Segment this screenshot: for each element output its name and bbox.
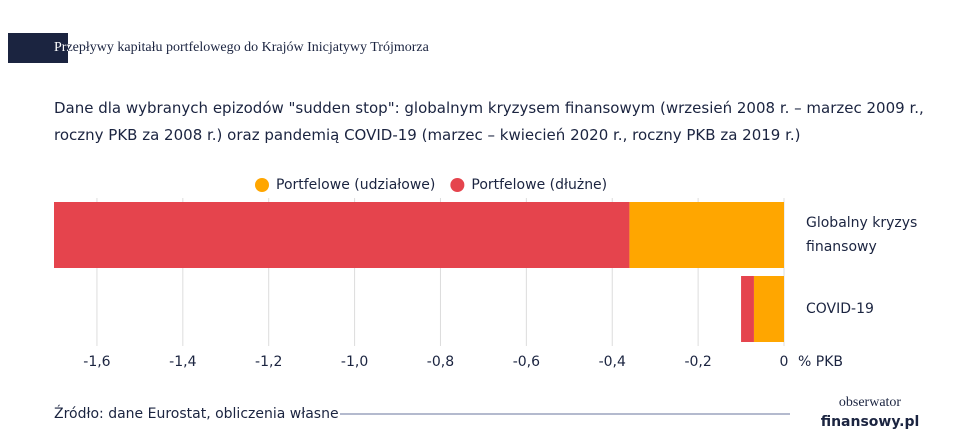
title-box: [8, 33, 68, 63]
legend-swatch: [255, 178, 269, 192]
x-tick-label: -0,4: [599, 354, 626, 370]
x-tick-label: -1,2: [255, 354, 282, 370]
bar-segment: [753, 276, 784, 342]
logo-bottom: finansowy.pl: [821, 414, 920, 430]
x-tick-label: 0: [780, 354, 789, 370]
x-tick-label: -1,0: [341, 354, 368, 370]
source: Źródło: dane Eurostat, obliczenia własne: [54, 404, 339, 422]
chart-title: Przepływy kapitału portfelowego do Krajó…: [54, 40, 430, 55]
x-tick-label: -0,2: [684, 354, 711, 370]
bar-segment: [741, 276, 754, 342]
x-tick-label: -0,8: [427, 354, 454, 370]
x-tick-label: -1,4: [169, 354, 196, 370]
x-tick-label: -1,6: [83, 354, 110, 370]
subtitle: Dane dla wybranych epizodów "sudden stop…: [54, 99, 924, 144]
legend-label: Portfelowe (dłużne): [471, 177, 607, 193]
x-axis-label: % PKB: [798, 354, 843, 370]
category-label: Globalny kryzys finansowy: [806, 215, 918, 255]
category-label: COVID-19: [806, 301, 874, 317]
legend-label: Portfelowe (udziałowe): [276, 177, 435, 193]
chart-title-overlay: Przepływy kapitału portfelowego do Krajó…: [54, 40, 430, 55]
x-tick-label: -0,6: [513, 354, 540, 370]
legend-swatch: [450, 178, 465, 192]
logo-top: obserwator: [839, 395, 902, 410]
bar-segment: [54, 202, 630, 268]
bar-segment: [629, 202, 784, 268]
